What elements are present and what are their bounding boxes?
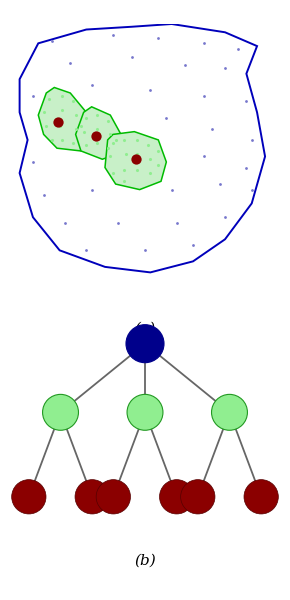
Point <box>218 179 222 189</box>
Point <box>148 154 153 164</box>
Point <box>95 110 99 120</box>
Point <box>111 138 115 148</box>
Circle shape <box>75 479 109 514</box>
Point <box>164 113 169 122</box>
Point <box>121 135 126 145</box>
Circle shape <box>12 479 46 514</box>
Point <box>95 138 99 148</box>
Point <box>84 245 89 255</box>
Point <box>44 121 49 131</box>
Point <box>135 166 139 175</box>
Point <box>31 91 35 101</box>
Point <box>156 152 161 161</box>
Point <box>121 166 126 175</box>
Point <box>148 168 153 178</box>
Point <box>71 138 75 148</box>
Text: (a): (a) <box>135 322 155 336</box>
Point <box>73 124 78 134</box>
Point <box>201 38 206 48</box>
Circle shape <box>211 394 247 430</box>
Point <box>93 131 98 140</box>
Point <box>249 185 254 194</box>
Point <box>41 107 46 117</box>
Circle shape <box>160 479 194 514</box>
Point <box>113 135 118 145</box>
Point <box>135 135 139 145</box>
Circle shape <box>127 394 163 430</box>
Circle shape <box>126 325 164 362</box>
Point <box>84 113 89 122</box>
Point <box>105 143 110 153</box>
Point <box>60 135 65 145</box>
Point <box>244 163 249 172</box>
Point <box>41 124 46 134</box>
Point <box>31 157 35 167</box>
Point <box>156 160 161 170</box>
Point <box>148 85 153 95</box>
Point <box>223 212 227 222</box>
Point <box>169 185 174 194</box>
Point <box>71 97 75 106</box>
Point <box>111 168 115 178</box>
Point <box>143 245 147 255</box>
Point <box>95 124 99 134</box>
Point <box>47 94 51 103</box>
Point <box>105 116 110 125</box>
Point <box>133 154 138 164</box>
Point <box>63 218 67 227</box>
Point <box>108 152 113 161</box>
Point <box>135 149 139 158</box>
Point <box>111 30 115 40</box>
Point <box>108 130 113 139</box>
Point <box>191 240 195 250</box>
Point <box>49 36 54 46</box>
Point <box>73 110 78 120</box>
Point <box>57 121 62 131</box>
Point <box>79 121 83 131</box>
Point <box>156 146 161 156</box>
Point <box>60 105 65 115</box>
Point <box>68 58 72 67</box>
Point <box>201 152 206 161</box>
Point <box>156 33 161 43</box>
Point <box>124 149 129 158</box>
Point <box>116 218 121 227</box>
Point <box>145 140 150 150</box>
Polygon shape <box>105 131 166 190</box>
Point <box>175 218 179 227</box>
Point <box>49 135 54 145</box>
Point <box>223 64 227 73</box>
Point <box>89 80 94 89</box>
Polygon shape <box>76 107 121 159</box>
Point <box>129 52 134 62</box>
Point <box>244 97 249 106</box>
Circle shape <box>43 394 79 430</box>
Circle shape <box>96 479 130 514</box>
Point <box>183 61 187 70</box>
Polygon shape <box>38 88 86 151</box>
Point <box>209 124 214 134</box>
Point <box>60 91 65 101</box>
Point <box>236 44 241 53</box>
Point <box>56 117 61 127</box>
Point <box>84 140 89 150</box>
Point <box>201 91 206 101</box>
Point <box>81 127 86 136</box>
Circle shape <box>244 479 278 514</box>
Text: (b): (b) <box>134 554 156 568</box>
Circle shape <box>181 479 215 514</box>
Point <box>249 135 254 145</box>
Point <box>121 176 126 186</box>
Point <box>41 190 46 200</box>
Point <box>89 185 94 194</box>
